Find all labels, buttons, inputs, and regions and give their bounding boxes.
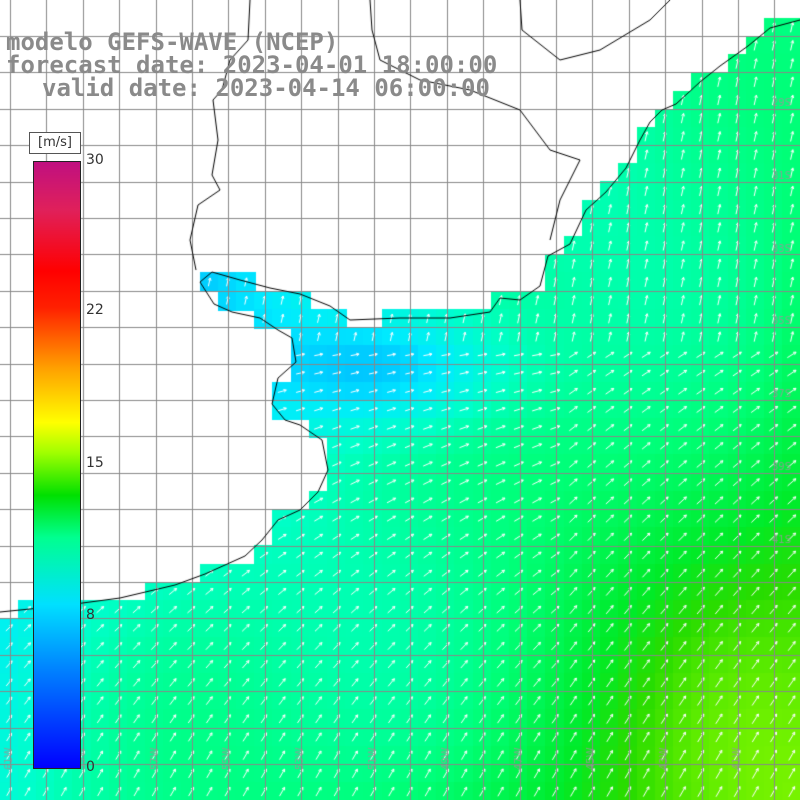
valid-date: valid date: 2023-04-14 06:00:00 xyxy=(42,74,490,102)
model-title: modelo GEFS-WAVE (NCEP) xyxy=(6,28,339,56)
forecast-date: forecast date: 2023-04-01 18:00:00 xyxy=(6,51,498,79)
